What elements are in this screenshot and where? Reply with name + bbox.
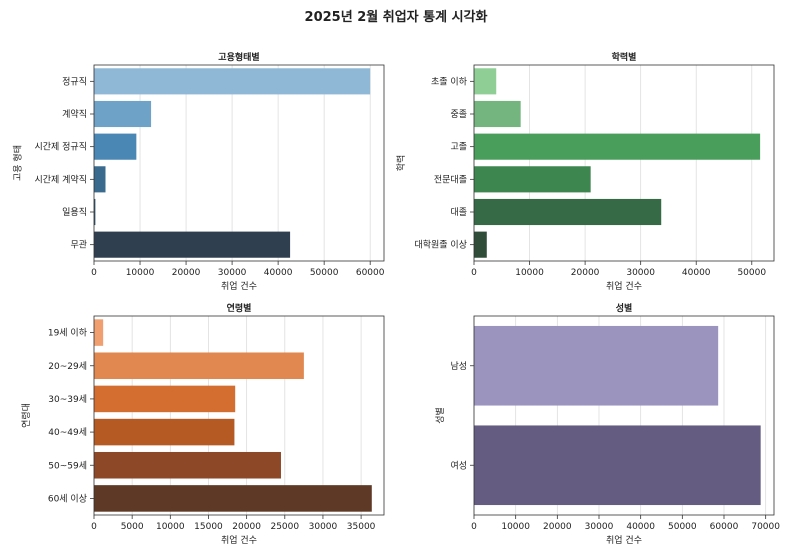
x-tick-label: 20000 — [172, 268, 201, 278]
x-axis-label: 취업 건수 — [606, 281, 642, 292]
x-tick-label: 40000 — [264, 268, 293, 278]
x-tick-label: 70000 — [751, 522, 780, 532]
category-label: 고졸 — [450, 142, 467, 153]
category-label: 50~59세 — [48, 460, 87, 471]
y-axis-label: 학력 — [395, 155, 407, 172]
x-axis-label: 취업 건수 — [221, 535, 257, 546]
bar-2 — [94, 352, 304, 380]
x-tick-label: 30000 — [309, 522, 338, 532]
bar-4 — [94, 418, 235, 446]
bar-4 — [474, 166, 591, 193]
x-tick-label: 5000 — [121, 522, 144, 532]
category-label: 남성 — [450, 361, 467, 372]
category-label: 중졸 — [450, 109, 467, 120]
bar-3 — [94, 133, 137, 160]
x-tick-label: 10000 — [126, 268, 155, 278]
bar-3 — [94, 385, 236, 413]
category-label: 대학원졸 이상 — [414, 240, 467, 251]
bar-2 — [474, 100, 521, 128]
x-tick-label: 10000 — [501, 522, 530, 532]
category-label: 여성 — [450, 459, 467, 471]
bar-1 — [474, 68, 497, 95]
x-tick-label: 25000 — [270, 522, 299, 532]
x-tick-label: 40000 — [626, 522, 655, 532]
category-label: 20~29세 — [48, 361, 87, 372]
category-label: 19세 이하 — [48, 328, 88, 339]
subplot-title: 고용형태별 — [218, 51, 259, 63]
bar-4 — [94, 166, 106, 193]
x-tick-label: 15000 — [194, 522, 223, 532]
bar-6 — [94, 485, 372, 512]
plot-frame — [93, 64, 385, 262]
x-axis-label: 취업 건수 — [221, 281, 257, 292]
category-label: 대졸 — [450, 207, 467, 218]
x-tick-label: 10000 — [156, 522, 185, 532]
category-label: 정규직 — [62, 76, 87, 87]
x-tick-label: 10000 — [515, 268, 544, 278]
bar-2 — [474, 425, 761, 506]
x-tick-label: 20000 — [571, 268, 600, 278]
bar-3 — [474, 133, 761, 160]
chart-panel-2: 0 10000 20000 30000 40000 50000 초졸 이하중졸고졸전문대졸대… — [395, 51, 775, 292]
bar-5 — [94, 198, 96, 226]
chart-panel-4: 0 10000 20000 30000 40000 50000 60000 70000 남성여성… — [435, 302, 780, 546]
bar-2 — [94, 100, 152, 128]
y-axis-label: 연령대 — [20, 403, 32, 428]
category-label: 초졸 이하 — [431, 76, 468, 87]
x-tick-label: 30000 — [218, 268, 247, 278]
category-label: 전문대졸 — [434, 174, 467, 185]
bar-5 — [94, 451, 281, 479]
x-tick-label: 0 — [91, 522, 97, 532]
x-tick-label: 50000 — [737, 268, 766, 278]
y-axis-label: 고용 형태 — [13, 145, 24, 181]
x-tick-label: 60000 — [356, 268, 385, 278]
chart-panel-3: 0 5000 10000 15000 20000 25000 30000 35000 19세 이… — [20, 302, 385, 546]
x-tick-label: 20000 — [543, 522, 572, 532]
category-label: 무관 — [70, 240, 87, 251]
plot-frame — [473, 64, 775, 262]
x-tick-label: 50000 — [310, 268, 339, 278]
x-tick-label: 0 — [471, 268, 477, 278]
bar-1 — [474, 325, 719, 406]
category-label: 60세 이상 — [48, 493, 87, 504]
subplot-title: 성별 — [616, 302, 633, 314]
category-label: 시간제 정규직 — [34, 142, 87, 153]
x-tick-label: 30000 — [626, 268, 655, 278]
x-tick-label: 40000 — [682, 268, 711, 278]
category-label: 시간제 계약직 — [34, 173, 87, 185]
x-axis-label: 취업 건수 — [606, 535, 642, 546]
subplot-title: 학력별 — [612, 51, 637, 63]
page-title: 2025년 2월 취업자 통계 시각화 — [304, 10, 488, 25]
x-tick-label: 50000 — [668, 522, 697, 532]
x-tick-label: 0 — [471, 522, 477, 532]
x-tick-label: 0 — [91, 268, 97, 278]
bar-6 — [474, 231, 487, 258]
x-tick-label: 60000 — [710, 522, 739, 532]
plot-frame — [473, 315, 775, 516]
bar-5 — [474, 198, 662, 226]
category-label: 계약직 — [62, 108, 87, 120]
x-tick-label: 30000 — [585, 522, 614, 532]
category-label: 30~39세 — [48, 394, 87, 405]
category-label: 40~49세 — [48, 427, 87, 438]
category-label: 일용직 — [62, 207, 87, 218]
plot-frame — [93, 315, 385, 516]
bar-1 — [94, 319, 104, 346]
bar-1 — [94, 68, 371, 95]
chart-panel-1: 0 10000 20000 30000 40000 50000 60000 정규직계약직시간제… — [13, 51, 385, 292]
y-axis-label: 성별 — [435, 407, 446, 424]
x-tick-label: 35000 — [347, 522, 376, 532]
bar-6 — [94, 231, 291, 258]
x-tick-label: 20000 — [232, 522, 261, 532]
subplot-title: 연령별 — [227, 302, 252, 314]
